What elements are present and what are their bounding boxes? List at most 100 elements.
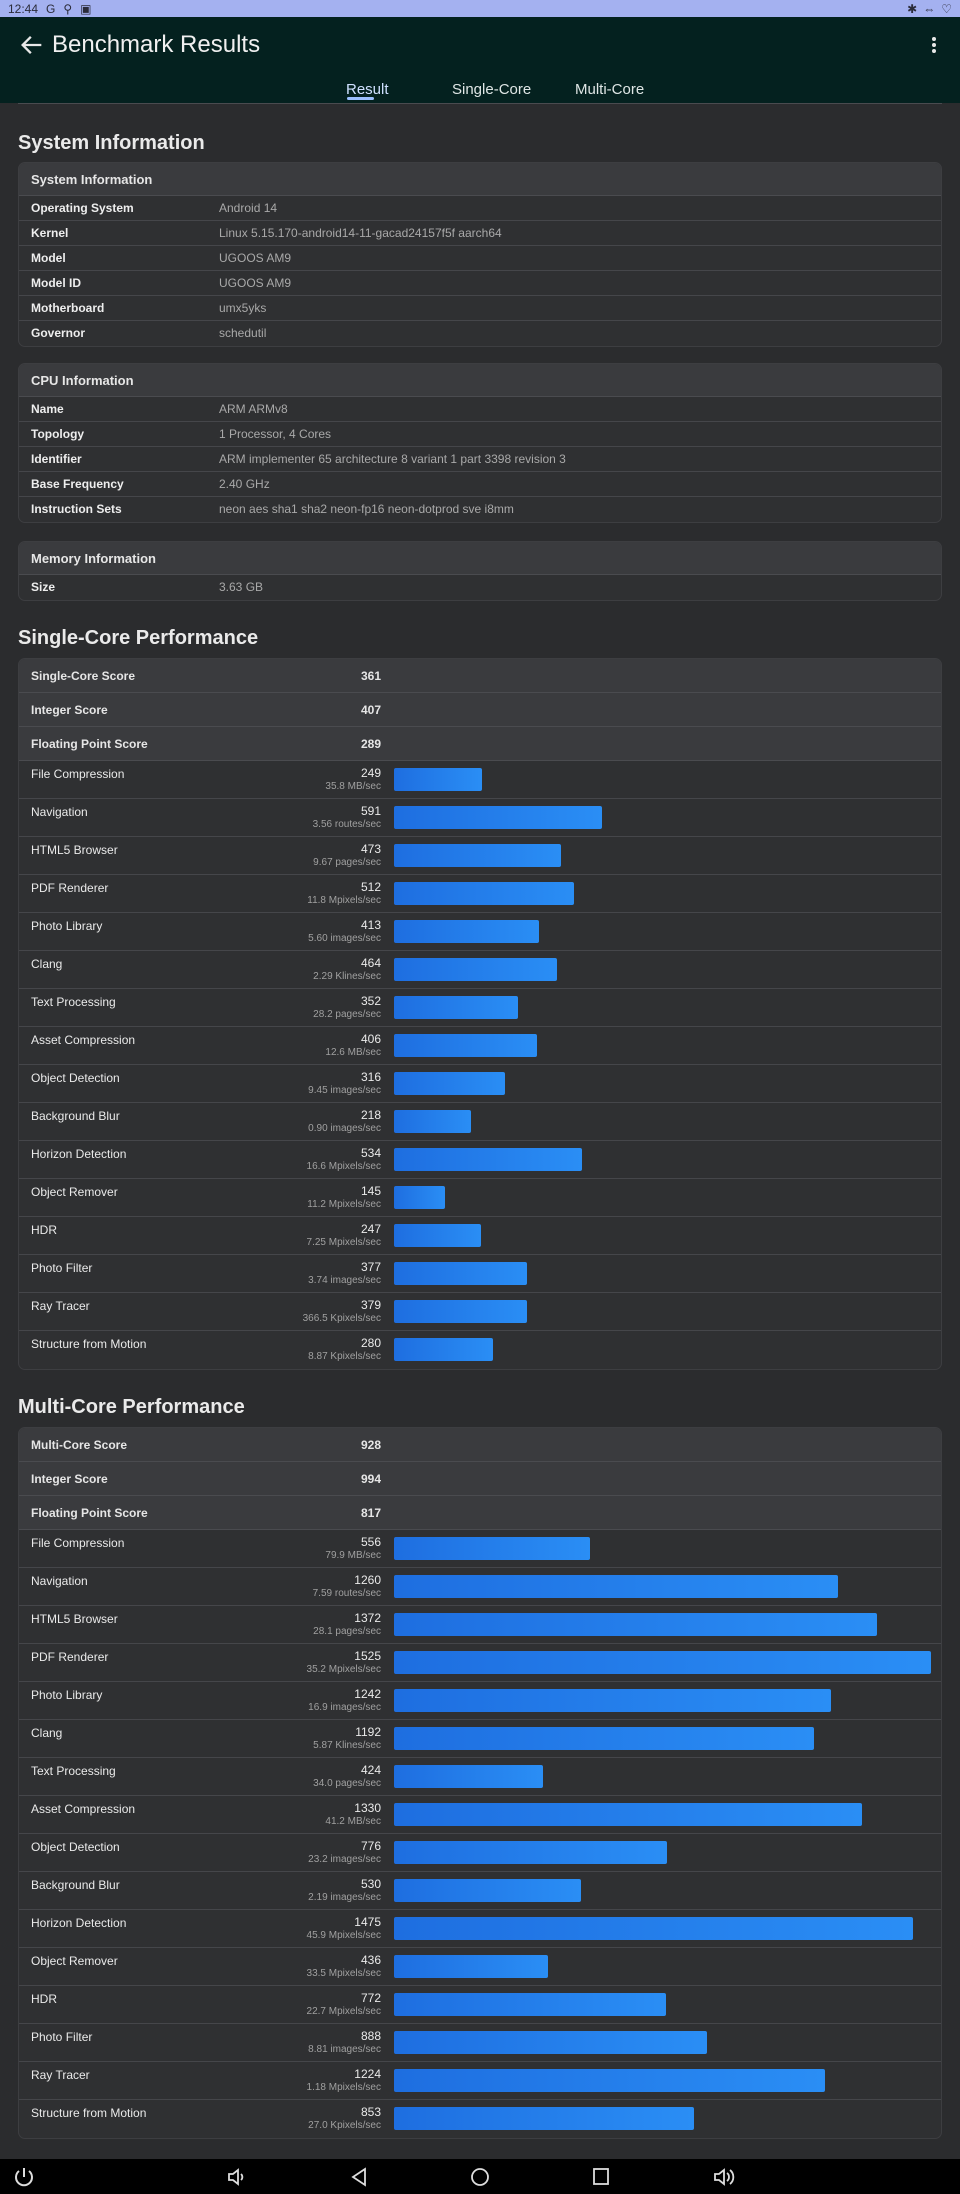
benchmark-row: Text Processing 352 28.2 pages/sec bbox=[19, 989, 941, 1027]
benchmark-row: Object Remover 145 11.2 Mpixels/sec bbox=[19, 1179, 941, 1217]
memory-info-card: Memory Information Size 3.63 GB bbox=[18, 541, 942, 601]
benchmark-name: Photo Filter bbox=[31, 1261, 93, 1275]
benchmark-rate: 35.8 MB/sec bbox=[325, 781, 381, 792]
benchmark-score: 249 bbox=[360, 766, 381, 780]
info-label: Motherboard bbox=[31, 301, 105, 315]
benchmark-name: Horizon Detection bbox=[31, 1916, 127, 1930]
score-value: 817 bbox=[360, 1506, 381, 1520]
benchmark-rate: 0.90 images/sec bbox=[308, 1123, 381, 1134]
benchmark-rate: 35.2 Mpixels/sec bbox=[306, 1664, 381, 1675]
benchmark-name: File Compression bbox=[31, 767, 125, 781]
tab-result[interactable]: Result bbox=[346, 81, 389, 98]
benchmark-bar bbox=[394, 844, 561, 867]
benchmark-rate: 8.81 images/sec bbox=[308, 2044, 381, 2055]
status-time: 12:44 bbox=[8, 1, 39, 16]
benchmark-bar-track bbox=[394, 1727, 931, 1750]
benchmark-row: Background Blur 218 0.90 images/sec bbox=[19, 1103, 941, 1141]
benchmark-bar-track bbox=[394, 1338, 931, 1361]
benchmark-rate: 9.67 pages/sec bbox=[313, 857, 381, 868]
benchmark-rate: 16.9 images/sec bbox=[308, 1702, 381, 1713]
benchmark-bar bbox=[394, 958, 558, 981]
tab-multi-core[interactable]: Multi-Core bbox=[575, 81, 645, 98]
info-value: 3.63 GB bbox=[219, 580, 264, 594]
benchmark-name: Structure from Motion bbox=[31, 1337, 147, 1351]
score-label: Multi-Core Score bbox=[31, 1438, 128, 1452]
system-info-heading: System Information bbox=[19, 163, 941, 196]
benchmark-bar-track bbox=[394, 768, 931, 791]
benchmark-rate: 5.60 images/sec bbox=[308, 933, 381, 944]
score-label: Floating Point Score bbox=[31, 1506, 148, 1520]
benchmark-bar bbox=[394, 920, 540, 943]
benchmark-bar bbox=[394, 882, 575, 905]
results-scroll-area[interactable]: System Information System Information Op… bbox=[0, 103, 960, 2159]
benchmark-bar bbox=[394, 1072, 506, 1095]
benchmark-score: 413 bbox=[360, 918, 381, 932]
benchmark-bar-track bbox=[394, 1613, 931, 1636]
score-row: Multi-Core Score 928 bbox=[19, 1428, 941, 1462]
benchmark-score: 218 bbox=[360, 1108, 381, 1122]
tab-single-core[interactable]: Single-Core bbox=[452, 81, 532, 98]
info-row: Instruction Sets neon aes sha1 sha2 neon-… bbox=[19, 497, 941, 522]
volume-up-icon[interactable] bbox=[712, 2166, 736, 2188]
benchmark-bar bbox=[394, 1262, 527, 1285]
benchmark-name: HTML5 Browser bbox=[31, 1612, 118, 1626]
benchmark-bar-track bbox=[394, 1651, 931, 1674]
benchmark-bar bbox=[394, 1537, 590, 1560]
benchmark-bar bbox=[394, 996, 518, 1019]
benchmark-bar-track bbox=[394, 1262, 931, 1285]
benchmark-rate: 11.8 Mpixels/sec bbox=[307, 895, 381, 906]
info-value: ARM ARMv8 bbox=[219, 402, 288, 416]
benchmark-row: Clang 464 2.29 Klines/sec bbox=[19, 951, 941, 989]
power-icon[interactable] bbox=[12, 2166, 36, 2188]
benchmark-row: Background Blur 530 2.19 images/sec bbox=[19, 1872, 941, 1910]
score-row: Integer Score 994 bbox=[19, 1462, 941, 1496]
benchmark-row: Horizon Detection 1475 45.9 Mpixels/sec bbox=[19, 1910, 941, 1948]
info-value: ARM implementer 65 architecture 8 varian… bbox=[219, 452, 566, 466]
benchmark-bar-track bbox=[394, 1993, 931, 2016]
usb-icon: ⚲ bbox=[63, 1, 73, 16]
memory-info-heading: Memory Information bbox=[19, 542, 941, 575]
benchmark-row: Navigation 1260 7.59 routes/sec bbox=[19, 1568, 941, 1606]
benchmark-rate: 23.2 images/sec bbox=[308, 1854, 381, 1865]
score-label: Integer Score bbox=[31, 703, 108, 717]
volume-down-icon[interactable] bbox=[226, 2166, 246, 2188]
info-row: Base Frequency 2.40 GHz bbox=[19, 472, 941, 497]
scroll-top-divider bbox=[18, 103, 942, 104]
info-label: Instruction Sets bbox=[31, 502, 122, 516]
benchmark-row: Photo Library 413 5.60 images/sec bbox=[19, 913, 941, 951]
recents-nav-icon[interactable] bbox=[591, 2166, 611, 2188]
benchmark-row: Structure from Motion 853 27.0 Kpixels/sec bbox=[19, 2100, 941, 2138]
benchmark-row: File Compression 249 35.8 MB/sec bbox=[19, 761, 941, 799]
single-core-section-title: Single-Core Performance bbox=[18, 627, 259, 649]
score-value: 289 bbox=[360, 737, 381, 751]
score-value: 361 bbox=[360, 669, 381, 683]
benchmark-bar bbox=[394, 1917, 914, 1940]
benchmark-row: HTML5 Browser 1372 28.1 pages/sec bbox=[19, 1606, 941, 1644]
benchmark-score: 280 bbox=[360, 1336, 381, 1350]
benchmark-score: 853 bbox=[360, 2105, 381, 2119]
benchmark-bar-track bbox=[394, 1148, 931, 1171]
info-value: UGOOS AM9 bbox=[219, 276, 292, 290]
back-arrow-icon[interactable] bbox=[18, 31, 46, 59]
overflow-menu-icon[interactable] bbox=[924, 31, 944, 59]
info-row: Model ID UGOOS AM9 bbox=[19, 271, 941, 296]
benchmark-name: Photo Library bbox=[31, 1688, 103, 1702]
info-row: Operating System Android 14 bbox=[19, 196, 941, 221]
info-value: 2.40 GHz bbox=[219, 477, 270, 491]
benchmark-name: Asset Compression bbox=[31, 1033, 136, 1047]
benchmark-name: Asset Compression bbox=[31, 1802, 136, 1816]
benchmark-bar bbox=[394, 1613, 878, 1636]
benchmark-rate: 1.18 Mpixels/sec bbox=[306, 2082, 381, 2093]
back-nav-icon[interactable] bbox=[349, 2166, 369, 2188]
benchmark-row: Navigation 591 3.56 routes/sec bbox=[19, 799, 941, 837]
benchmark-name: Object Detection bbox=[31, 1071, 120, 1085]
benchmark-score: 512 bbox=[360, 880, 381, 894]
benchmark-row: Photo Filter 888 8.81 images/sec bbox=[19, 2024, 941, 2062]
benchmark-score: 1475 bbox=[354, 1915, 381, 1929]
info-value: 1 Processor, 4 Cores bbox=[219, 427, 332, 441]
system-section-title: System Information bbox=[18, 132, 205, 154]
home-nav-icon[interactable] bbox=[469, 2166, 491, 2188]
benchmark-rate: 41.2 MB/sec bbox=[325, 1816, 381, 1827]
benchmark-rate: 8.87 Kpixels/sec bbox=[308, 1351, 381, 1362]
benchmark-rate: 9.45 images/sec bbox=[308, 1085, 381, 1096]
